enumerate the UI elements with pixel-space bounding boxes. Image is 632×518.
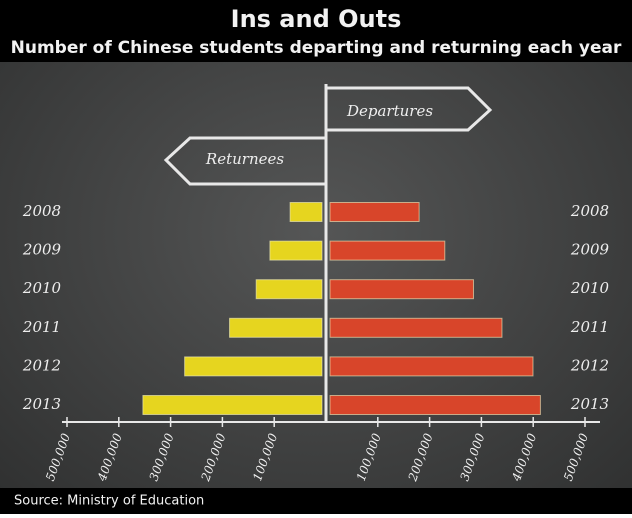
y-tick-label: 2011 <box>570 318 609 336</box>
y-tick-label: 2012 <box>22 356 61 374</box>
bar <box>329 395 541 415</box>
y-tick-label: 2013 <box>570 395 609 413</box>
legend-label: Returnees <box>205 150 284 168</box>
bar <box>142 395 323 415</box>
bar <box>329 317 503 338</box>
footer <box>0 488 632 514</box>
bar <box>255 279 323 300</box>
departures-sign <box>324 86 493 132</box>
bar <box>184 356 323 377</box>
y-tick-label: 2013 <box>22 395 61 413</box>
bar <box>269 240 323 261</box>
bar <box>229 317 323 338</box>
chart-title: Ins and Outs <box>231 5 402 33</box>
header <box>0 0 632 62</box>
bar <box>329 356 534 377</box>
legend-label: Departures <box>346 102 433 120</box>
bar <box>329 240 446 261</box>
y-tick-label: 2008 <box>22 202 61 220</box>
y-tick-label: 2008 <box>570 202 609 220</box>
y-tick-label: 2012 <box>570 356 609 374</box>
returnees-sign <box>163 136 328 186</box>
y-tick-label: 2010 <box>22 279 62 297</box>
y-tick-label: 2009 <box>22 241 62 259</box>
y-tick-label: 2009 <box>570 241 610 259</box>
source: Source: Ministry of Education <box>14 494 204 509</box>
y-tick-label: 2011 <box>22 318 61 336</box>
y-tick-label: 2010 <box>570 279 610 297</box>
bar <box>329 279 474 300</box>
bar <box>289 202 323 222</box>
chart-subtitle: Number of Chinese students departing and… <box>11 38 622 58</box>
bar <box>329 202 420 222</box>
